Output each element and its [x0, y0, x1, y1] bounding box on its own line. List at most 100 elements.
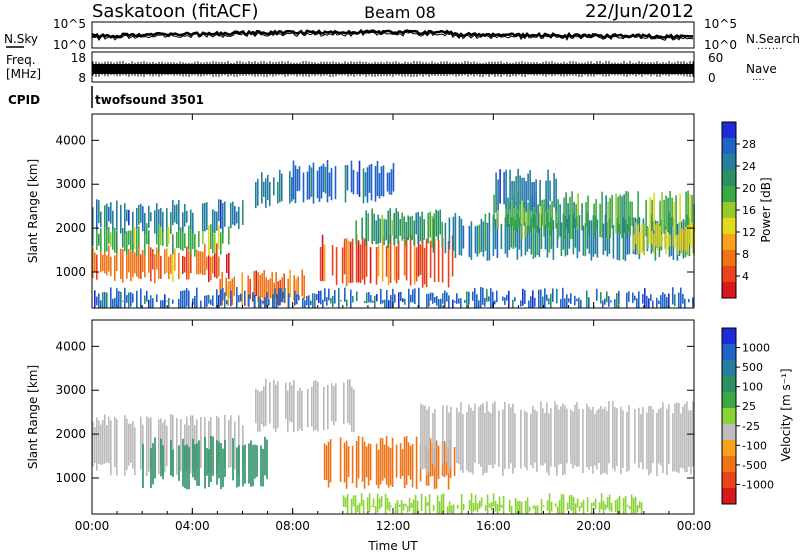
data-strip	[182, 438, 184, 487]
data-strip	[273, 177, 275, 196]
data-strip	[257, 272, 259, 302]
data-strip	[413, 238, 416, 285]
data-strip	[618, 290, 620, 305]
data-strip	[474, 226, 477, 254]
data-strip	[255, 270, 257, 297]
data-strip	[680, 287, 682, 308]
velocity-ylabel: Slant Range [km]	[26, 365, 40, 469]
data-strip	[456, 504, 459, 509]
data-strip	[174, 205, 176, 223]
data-strip	[528, 225, 531, 249]
colorbar-tick-label: 8	[742, 248, 749, 261]
data-strip	[681, 228, 683, 256]
data-strip	[521, 194, 523, 239]
data-strip	[576, 216, 579, 259]
data-strip	[200, 300, 202, 308]
data-strip	[424, 496, 427, 514]
data-strip	[515, 202, 517, 233]
data-strip	[616, 293, 618, 308]
data-strip	[406, 506, 409, 513]
data-strip	[136, 229, 138, 257]
data-strip	[100, 300, 102, 308]
data-strip	[265, 178, 267, 208]
data-strip	[524, 500, 527, 514]
data-strip	[273, 380, 275, 429]
data-strip	[405, 236, 408, 281]
data-strip	[536, 225, 539, 255]
data-strip	[391, 437, 394, 487]
x-tick-label: 08:00	[275, 519, 310, 533]
data-strip	[518, 500, 521, 514]
data-strip	[456, 407, 458, 464]
data-strip	[431, 215, 433, 248]
data-strip	[675, 235, 677, 248]
data-strip	[108, 227, 110, 244]
data-strip	[184, 445, 186, 489]
data-strip	[98, 420, 100, 464]
data-strip	[534, 505, 537, 514]
data-strip	[405, 436, 408, 486]
data-strip	[430, 292, 432, 301]
data-strip	[344, 497, 347, 508]
data-strip	[275, 272, 277, 298]
data-strip	[484, 505, 487, 511]
data-strip	[162, 300, 164, 308]
data-strip	[669, 234, 671, 247]
data-strip	[138, 204, 140, 225]
data-strip	[514, 498, 517, 514]
data-strip	[663, 199, 665, 234]
data-strip	[462, 414, 464, 473]
data-strip	[460, 402, 462, 471]
data-strip	[442, 405, 444, 465]
data-strip	[216, 211, 218, 231]
data-strip	[380, 496, 383, 508]
data-strip	[428, 293, 430, 307]
data-strip	[512, 403, 514, 474]
beam-title: Beam 08	[364, 3, 436, 22]
data-strip	[524, 410, 526, 468]
data-strip	[100, 211, 102, 227]
data-strip	[674, 294, 676, 307]
data-strip	[100, 246, 102, 273]
data-strip	[531, 182, 533, 212]
frequency-panel: Freq. [MHz] 18 8 60 0 Nave ....	[6, 51, 777, 85]
data-strip	[330, 167, 333, 201]
data-strip	[640, 502, 643, 514]
data-strip	[494, 300, 496, 305]
data-strip	[678, 403, 680, 474]
data-strip	[236, 287, 238, 308]
data-strip	[549, 204, 551, 236]
data-strip	[333, 385, 335, 426]
data-strip	[661, 234, 663, 247]
data-strip	[192, 298, 194, 305]
data-strip	[218, 441, 220, 479]
noise-left-tick-bottom: 10^0	[53, 38, 86, 52]
data-strip	[563, 197, 565, 240]
data-strip	[288, 293, 290, 308]
data-strip	[486, 494, 489, 514]
data-strip	[532, 405, 534, 469]
data-strip	[132, 421, 134, 469]
y-tick-label: 2000	[55, 427, 86, 441]
data-strip	[325, 445, 328, 481]
data-strip	[284, 287, 286, 304]
data-strip	[352, 495, 355, 507]
data-strip	[426, 293, 428, 308]
data-strip	[636, 505, 639, 513]
data-strip	[653, 192, 655, 231]
data-strip	[533, 201, 535, 228]
data-strip	[466, 412, 468, 471]
data-strip	[158, 252, 160, 279]
data-strip	[435, 209, 437, 237]
data-strip	[104, 414, 106, 464]
data-strip	[536, 505, 539, 514]
data-strip	[626, 292, 628, 308]
data-strip	[373, 213, 375, 241]
data-strip	[351, 386, 353, 432]
data-strip	[442, 493, 445, 512]
data-strip	[162, 211, 164, 232]
data-strip	[350, 289, 352, 308]
data-strip	[434, 297, 436, 303]
data-strip	[150, 417, 152, 471]
data-strip	[524, 290, 526, 304]
